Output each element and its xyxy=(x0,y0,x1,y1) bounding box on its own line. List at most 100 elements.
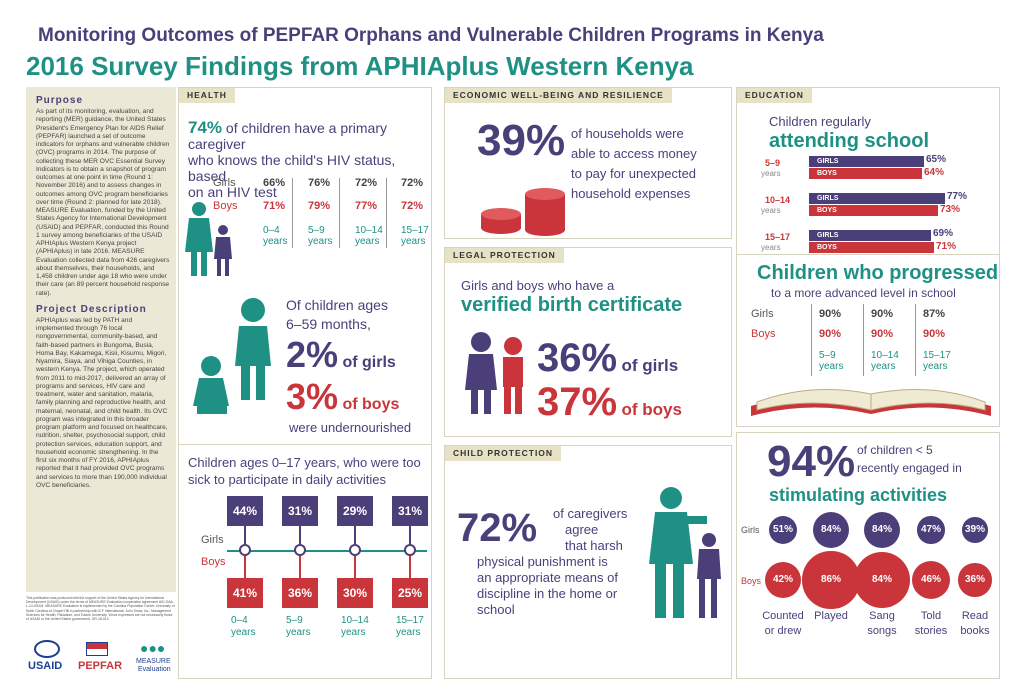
description-heading: Project Description xyxy=(36,303,147,315)
progressed-girls-value: 90% xyxy=(871,308,894,320)
health-tag: HEALTH xyxy=(179,88,235,103)
sick-girls-box: 44% xyxy=(227,496,263,526)
progressed-boys-value: 90% xyxy=(871,328,894,340)
sick-text-2: sick to participate in daily activities xyxy=(188,472,386,487)
girls-attending-bar: GIRLS xyxy=(809,230,931,241)
boys-attending-value: 73% xyxy=(940,204,961,215)
birth-cert-girls-pct: 36% xyxy=(537,336,618,380)
punishment-text-3: that harsh xyxy=(565,538,623,553)
health-section: HEALTH 74% of children have a primary ca… xyxy=(178,87,432,679)
activity-label: Played xyxy=(814,610,848,622)
nutrition-text-2: 6–59 months, xyxy=(286,316,371,332)
nutrition-text-1: Of children ages xyxy=(286,297,388,313)
hiv-boys-value: 79% xyxy=(308,200,331,212)
page-subtitle: 2016 Survey Findings from APHIAplus West… xyxy=(26,51,694,81)
bar-age-label: 15–17 xyxy=(765,232,791,242)
hiv-boys-value: 72% xyxy=(401,200,424,212)
econ-text-4: household expenses xyxy=(571,186,691,201)
legal-tag: LEGAL PROTECTION xyxy=(445,248,564,263)
age-label: 15–17 xyxy=(396,615,424,626)
undernourished-boys-label: of boys xyxy=(342,396,400,413)
years-label: years xyxy=(308,236,333,247)
sick-boys-box: 30% xyxy=(337,578,373,608)
bar-age-label: 5–9 xyxy=(765,158,781,168)
people-icon: ●●● xyxy=(140,640,166,656)
years-label: years xyxy=(401,236,426,247)
years-label: years xyxy=(923,361,948,372)
purpose-heading: Purpose xyxy=(36,95,84,106)
progressed-boys-value: 90% xyxy=(923,328,946,340)
footnote: This publication was produced with the s… xyxy=(26,596,175,622)
years-label: years xyxy=(286,627,311,638)
progressed-text-1: Children who progressed xyxy=(757,262,999,284)
activity-label: Counted or drew xyxy=(762,610,804,637)
age-label: 15–17 xyxy=(401,225,429,236)
bar-years-label: years xyxy=(761,243,781,252)
hiv-boys-value: 71% xyxy=(263,200,286,212)
activity-label: Read books xyxy=(960,610,990,637)
sick-girls-box: 31% xyxy=(392,496,428,526)
boys-attending-bar: BOYS xyxy=(809,168,922,179)
stim-text: of children < 5 recently engaged in xyxy=(857,441,962,477)
legal-text-2: verified birth certificate xyxy=(461,294,683,316)
years-label: years xyxy=(263,236,288,247)
economic-section: ECONOMIC WELL-BEING AND RESILIENCE 39% o… xyxy=(444,87,732,239)
nutrition-text-3: were undernourished xyxy=(289,420,412,435)
years-label: years xyxy=(355,236,380,247)
age-label: 0–4 xyxy=(263,225,280,236)
stim-boys-circle: 36% xyxy=(958,563,992,597)
stim-boys-circle: 84% xyxy=(853,551,911,609)
connector xyxy=(244,556,246,578)
stim-boys-circle: 46% xyxy=(911,560,951,600)
stim-girls-circle: 39% xyxy=(962,517,988,543)
pepfar-logo: PEPFAR xyxy=(78,660,123,672)
boys-label: Boys xyxy=(213,200,238,212)
progressed-boys-value: 90% xyxy=(819,328,842,340)
hiv-pct: 74% xyxy=(188,118,223,137)
child-protection-section: CHILD PROTECTION 72% of caregivers agree… xyxy=(444,445,732,679)
usaid-seal-icon xyxy=(34,640,60,658)
connector xyxy=(244,526,246,546)
boys-attending-bar: BOYS xyxy=(809,205,938,216)
girls-attending-value: 77% xyxy=(947,191,968,202)
hiv-text-1: of children have a primary caregiver xyxy=(188,120,387,152)
age-label: 10–14 xyxy=(341,615,369,626)
age-label: 10–14 xyxy=(355,225,383,236)
logos: USAID PEPFAR ●●● MEASURE Evaluation xyxy=(28,640,178,676)
progressed-girls-label: Girls xyxy=(751,308,774,320)
girls-attending-value: 65% xyxy=(926,154,947,165)
sick-text-1: Children ages 0–17 years, who were too xyxy=(188,455,421,470)
undernourished-boys: 3% of boys xyxy=(286,376,399,418)
nutrition-intro: Of children ages 6–59 months, xyxy=(286,296,388,334)
girls-attending-bar: GIRLS xyxy=(809,156,924,167)
birth-cert-boys: 37% of boys xyxy=(537,380,682,425)
sick-girls-label: Girls xyxy=(201,534,224,546)
education-section: EDUCATION Children regularly attending s… xyxy=(736,87,1000,427)
stim-boys-label: Boys xyxy=(741,576,762,586)
stim-text-2: recently engaged in xyxy=(857,461,962,475)
child-protection-tag: CHILD PROTECTION xyxy=(445,446,562,461)
coin-stack-icon xyxy=(481,188,565,236)
girls-attending-value: 69% xyxy=(933,228,954,239)
measure-logo-sub: Evaluation xyxy=(138,666,171,673)
progressed-girls-value: 90% xyxy=(819,308,842,320)
hiv-girls-value: 72% xyxy=(355,177,378,189)
education-tag: EDUCATION xyxy=(737,88,812,103)
undernourished-girls-label: of girls xyxy=(342,354,396,371)
activity-label: Told stories xyxy=(914,610,948,637)
hiv-text-2: who knows the child's HIV status, based xyxy=(188,152,396,184)
bar-years-label: years xyxy=(761,169,781,178)
sick-girls-box: 29% xyxy=(337,496,373,526)
punishment-pct: 72% xyxy=(457,506,538,550)
years-label: years xyxy=(819,361,844,372)
bar-years-label: years xyxy=(761,206,781,215)
progressed-girls-value: 87% xyxy=(923,308,946,320)
boys-attending-value: 71% xyxy=(936,241,957,252)
flag-icon xyxy=(86,642,108,656)
connector xyxy=(409,556,411,578)
attending-text-2: attending school xyxy=(769,130,929,152)
connector xyxy=(299,526,301,546)
sick-girls-marker xyxy=(239,544,251,556)
activity-label: Sang songs xyxy=(867,610,897,637)
hiv-girls-value: 72% xyxy=(401,177,424,189)
